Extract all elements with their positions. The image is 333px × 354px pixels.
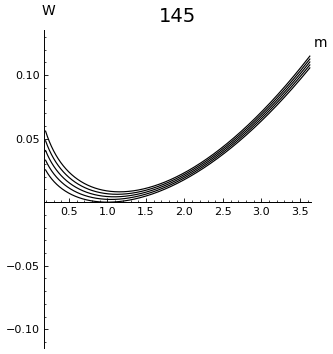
Text: W: W	[42, 4, 56, 18]
Text: m: m	[314, 36, 328, 50]
Title: 145: 145	[159, 7, 196, 26]
